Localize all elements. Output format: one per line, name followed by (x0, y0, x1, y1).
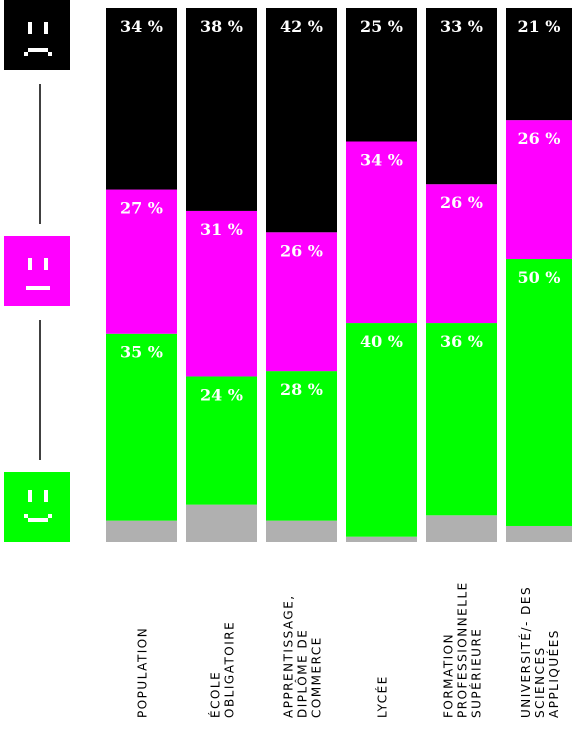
value-label: 26 % (280, 241, 323, 260)
bar-segment (426, 8, 497, 185)
bar-segment (346, 323, 417, 537)
value-label: 27 % (120, 199, 163, 218)
bar-segment (506, 120, 572, 259)
category-label: FORMATION (442, 633, 456, 718)
value-label: 31 % (200, 220, 243, 239)
value-label: 50 % (517, 268, 560, 287)
value-label: 26 % (440, 193, 483, 212)
value-label: 42 % (280, 17, 323, 36)
value-label: 38 % (200, 17, 243, 36)
bar-segment (186, 376, 257, 505)
bar-segment (266, 232, 337, 372)
category-label: PROFESSIONNELLE (456, 581, 470, 718)
category-label: OBLIGATOIRE (223, 621, 237, 718)
bar-segment (346, 141, 417, 324)
category-label: COMMERCE (310, 636, 324, 718)
category-label: ÉCOLE (208, 671, 223, 718)
value-label: 33 % (440, 17, 483, 36)
category-label: DIPLÔME DE (295, 629, 310, 718)
bar-segment (106, 8, 177, 190)
bar-segment (106, 520, 177, 542)
bar-segment (186, 504, 257, 542)
category-label: APPLIQUÉES (546, 629, 561, 718)
value-label: 34 % (120, 17, 163, 36)
bar-segment (506, 525, 572, 542)
category-label: SUPÉRIEURE (469, 628, 484, 718)
value-label: 28 % (280, 380, 323, 399)
bar-segment (346, 8, 417, 142)
bar-segment (186, 8, 257, 211)
bar-segment (186, 210, 257, 377)
bar-segment (506, 8, 572, 121)
category-label: LYCÉE (375, 675, 390, 718)
bar-segment (106, 333, 177, 521)
category-label: UNIVERSITÉ/- DES (518, 586, 533, 718)
category-label: POPULATION (136, 627, 150, 718)
category-label: APPRENTISSAGE, (282, 594, 296, 718)
value-label: 24 % (200, 385, 243, 404)
bar-segment (266, 371, 337, 521)
bar-segment (426, 184, 497, 324)
category-label: SCIENCES (533, 646, 547, 718)
bar-segment (266, 520, 337, 542)
bar-segment (426, 323, 497, 516)
value-label: 25 % (360, 17, 403, 36)
value-label: 34 % (360, 151, 403, 170)
bar-segment (346, 536, 417, 542)
value-label: 26 % (517, 129, 560, 148)
value-label: 40 % (360, 332, 403, 351)
bar-segment (506, 258, 572, 526)
bar-segment (106, 189, 177, 334)
bar-segment (426, 515, 497, 542)
value-label: 21 % (517, 17, 560, 36)
value-label: 35 % (120, 343, 163, 362)
bar-segment (266, 8, 337, 233)
value-label: 36 % (440, 332, 483, 351)
faces (4, 0, 70, 542)
